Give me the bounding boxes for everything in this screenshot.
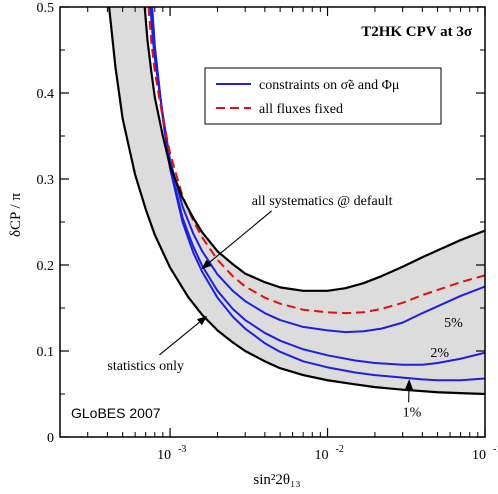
systematics-band bbox=[109, 7, 485, 394]
series-line-statistics-only bbox=[107, 7, 485, 396]
legend-box bbox=[204, 67, 442, 125]
y-tick-label: 0 bbox=[47, 431, 54, 446]
x-axis-label: sin²2θ₁₃ bbox=[253, 472, 300, 488]
annotation-2: 2% bbox=[430, 346, 449, 361]
globes-watermark: GLoBES 2007 bbox=[71, 405, 161, 421]
band-area bbox=[109, 7, 485, 394]
x-tick-label: 10 bbox=[315, 448, 329, 463]
series-lines bbox=[107, 7, 485, 396]
y-tick-label: 0.2 bbox=[37, 259, 55, 274]
annotation-5: 5% bbox=[444, 316, 463, 331]
chart-title: T2HK CPV at 3σ bbox=[361, 24, 473, 40]
legend: constraints on σ̃e and Φμ all fluxes fix… bbox=[204, 67, 442, 125]
y-tick-label: 0.1 bbox=[37, 345, 55, 360]
annotation-arrow-all-systematics-default bbox=[201, 210, 273, 270]
x-tick-label: 10 bbox=[472, 448, 486, 463]
x-tick-exponent: -3 bbox=[178, 444, 186, 455]
series-line-5 bbox=[149, 7, 485, 334]
y-tick-label: 0.4 bbox=[37, 87, 55, 102]
annotation-arrow-statistics-only bbox=[159, 315, 208, 356]
x-tick-label: 10 bbox=[157, 448, 171, 463]
annotation-1: 1% bbox=[403, 405, 422, 420]
x-tick-exponent: -1 bbox=[493, 444, 498, 455]
annotation-arrow-1 bbox=[404, 379, 413, 403]
series-line-all-fluxes-fixed bbox=[147, 7, 485, 315]
y-tick-label: 0.3 bbox=[37, 173, 55, 188]
y-axis-label: δCP / π bbox=[8, 193, 24, 238]
annotation-statistics-only: statistics only bbox=[107, 359, 184, 374]
annotations: all systematics @ default statistics only… bbox=[107, 194, 463, 421]
legend-label-fluxes-fixed: all fluxes fixed bbox=[259, 102, 343, 117]
series-line-all-systematics-default bbox=[143, 7, 485, 292]
annotation-all-systematics-default: all systematics @ default bbox=[252, 194, 393, 209]
x-tick-exponent: -2 bbox=[336, 444, 344, 455]
legend-label-constraints: constraints on σ̃e and Φμ bbox=[259, 78, 399, 93]
axis-ticks: 10 -3 10 -2 10 -1 0 0.1 0.2 0.3 0.4 0.5 bbox=[37, 1, 498, 463]
y-tick-label: 0.5 bbox=[37, 1, 55, 16]
